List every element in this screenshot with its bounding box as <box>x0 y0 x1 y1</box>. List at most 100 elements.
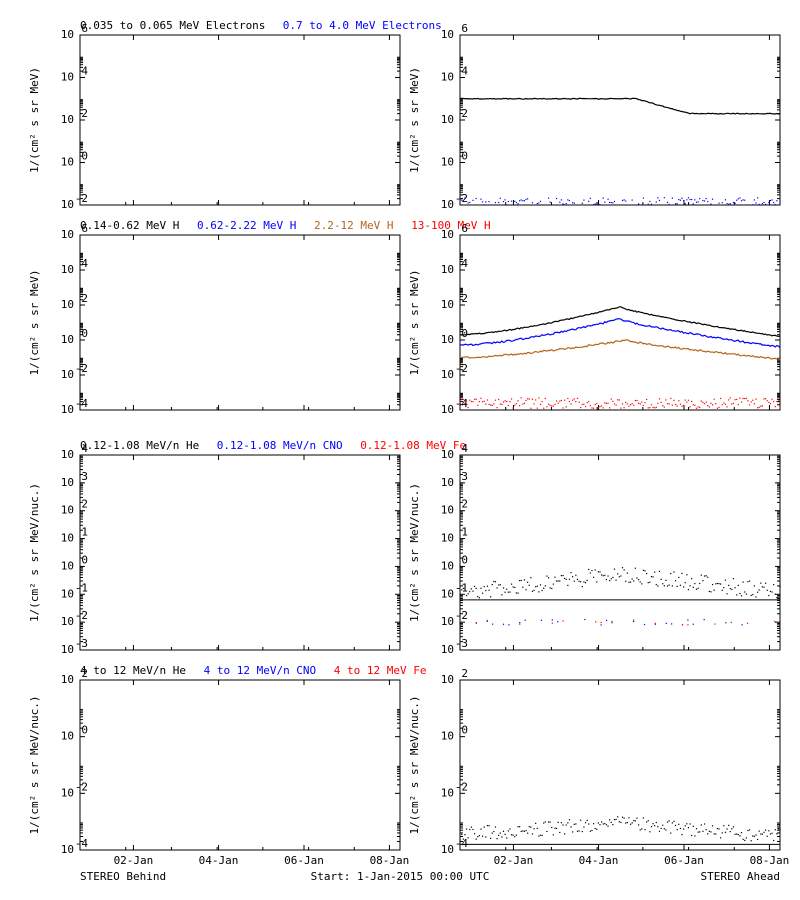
svg-text:10: 10 <box>441 448 454 461</box>
svg-text:10: 10 <box>441 298 454 311</box>
svg-text:10: 10 <box>61 403 74 416</box>
svg-text:-3: -3 <box>455 637 468 650</box>
svg-text:4: 4 <box>81 442 88 455</box>
svg-text:10: 10 <box>441 615 454 628</box>
svg-text:1/(cm² s sr MeV): 1/(cm² s sr MeV) <box>28 270 41 376</box>
svg-text:10: 10 <box>61 587 74 600</box>
svg-text:10: 10 <box>441 228 454 241</box>
svg-text:10: 10 <box>441 673 454 686</box>
svg-text:10: 10 <box>441 587 454 600</box>
svg-text:3: 3 <box>461 470 468 483</box>
svg-text:-2: -2 <box>455 362 468 375</box>
svg-text:4 to 12 MeV Fe: 4 to 12 MeV Fe <box>334 664 427 677</box>
svg-text:10: 10 <box>61 368 74 381</box>
svg-text:-4: -4 <box>75 397 89 410</box>
svg-text:4 to 12 MeV/n CNO: 4 to 12 MeV/n CNO <box>204 664 317 677</box>
svg-text:10: 10 <box>61 298 74 311</box>
svg-text:10: 10 <box>61 156 74 169</box>
svg-text:02-Jan: 02-Jan <box>114 854 154 867</box>
svg-text:10: 10 <box>441 504 454 517</box>
svg-text:1: 1 <box>81 526 88 539</box>
svg-text:08-Jan: 08-Jan <box>750 854 790 867</box>
svg-text:2.2-12 MeV H: 2.2-12 MeV H <box>314 219 393 232</box>
svg-text:2: 2 <box>81 292 88 305</box>
svg-text:10: 10 <box>441 559 454 572</box>
svg-text:0.62-2.22 MeV H: 0.62-2.22 MeV H <box>197 219 296 232</box>
svg-text:10: 10 <box>441 730 454 743</box>
svg-text:0.12-1.08 MeV/n CNO: 0.12-1.08 MeV/n CNO <box>217 439 343 452</box>
svg-text:4: 4 <box>81 257 88 270</box>
svg-text:-3: -3 <box>75 637 88 650</box>
svg-text:10: 10 <box>441 333 454 346</box>
svg-text:10: 10 <box>61 786 74 799</box>
chart-svg: 0.035 to 0.065 MeV Electrons 0.7 to 4.0 M… <box>0 0 800 900</box>
svg-text:6: 6 <box>81 22 88 35</box>
svg-text:10: 10 <box>441 368 454 381</box>
svg-text:0.14-0.62 MeV H: 0.14-0.62 MeV H <box>80 219 179 232</box>
svg-text:06-Jan: 06-Jan <box>284 854 324 867</box>
svg-text:06-Jan: 06-Jan <box>664 854 704 867</box>
svg-text:1/(cm² s sr MeV/nuc.): 1/(cm² s sr MeV/nuc.) <box>28 695 41 834</box>
svg-text:0: 0 <box>461 327 468 340</box>
svg-text:0: 0 <box>461 553 468 566</box>
svg-text:6: 6 <box>461 22 468 35</box>
svg-text:10: 10 <box>441 28 454 41</box>
svg-text:02-Jan: 02-Jan <box>494 854 534 867</box>
svg-text:1: 1 <box>461 526 468 539</box>
svg-text:10: 10 <box>441 263 454 276</box>
svg-text:6: 6 <box>81 222 88 235</box>
svg-text:-4: -4 <box>75 837 89 850</box>
svg-text:-2: -2 <box>75 780 88 793</box>
svg-text:10: 10 <box>61 730 74 743</box>
svg-text:2: 2 <box>461 667 468 680</box>
svg-text:0: 0 <box>81 724 88 737</box>
svg-text:08-Jan: 08-Jan <box>370 854 410 867</box>
svg-text:0.7 to 4.0 MeV Electrons: 0.7 to 4.0 MeV Electrons <box>283 19 442 32</box>
svg-text:04-Jan: 04-Jan <box>579 854 619 867</box>
svg-text:1/(cm² s sr MeV): 1/(cm² s sr MeV) <box>408 67 421 173</box>
svg-text:10: 10 <box>61 559 74 572</box>
svg-text:0.12-1.08 MeV/n He: 0.12-1.08 MeV/n He <box>80 439 199 452</box>
stereo-flux-panels: 0.035 to 0.065 MeV Electrons 0.7 to 4.0 M… <box>0 0 800 900</box>
svg-text:4: 4 <box>461 442 468 455</box>
svg-text:STEREO Ahead: STEREO Ahead <box>701 870 780 883</box>
svg-text:1/(cm² s sr MeV/nuc.): 1/(cm² s sr MeV/nuc.) <box>28 483 41 622</box>
svg-text:-1: -1 <box>75 581 88 594</box>
svg-text:2: 2 <box>81 498 88 511</box>
svg-text:04-Jan: 04-Jan <box>199 854 239 867</box>
svg-text:10: 10 <box>441 71 454 84</box>
svg-text:10: 10 <box>441 532 454 545</box>
svg-text:10: 10 <box>61 28 74 41</box>
svg-text:10: 10 <box>61 263 74 276</box>
svg-text:0: 0 <box>81 327 88 340</box>
svg-text:10: 10 <box>441 156 454 169</box>
svg-text:1/(cm² s sr MeV): 1/(cm² s sr MeV) <box>28 67 41 173</box>
svg-text:10: 10 <box>61 673 74 686</box>
svg-text:10: 10 <box>441 476 454 489</box>
svg-text:-2: -2 <box>455 780 468 793</box>
svg-text:10: 10 <box>61 198 74 211</box>
svg-text:10: 10 <box>61 476 74 489</box>
svg-text:10: 10 <box>61 504 74 517</box>
svg-text:10: 10 <box>441 198 454 211</box>
svg-text:-2: -2 <box>75 362 88 375</box>
svg-text:-2: -2 <box>75 609 88 622</box>
svg-text:2: 2 <box>81 667 88 680</box>
svg-text:6: 6 <box>461 222 468 235</box>
svg-text:3: 3 <box>81 470 88 483</box>
svg-text:-1: -1 <box>455 581 468 594</box>
svg-text:4: 4 <box>461 257 468 270</box>
svg-text:10: 10 <box>441 403 454 416</box>
svg-text:10: 10 <box>61 228 74 241</box>
svg-text:STEREO Behind: STEREO Behind <box>80 870 166 883</box>
svg-text:10: 10 <box>61 333 74 346</box>
svg-text:0.035 to 0.065 MeV Electrons: 0.035 to 0.065 MeV Electrons <box>80 19 265 32</box>
svg-text:0: 0 <box>81 553 88 566</box>
svg-text:10: 10 <box>441 786 454 799</box>
svg-text:10: 10 <box>61 448 74 461</box>
svg-text:10: 10 <box>61 615 74 628</box>
svg-text:1/(cm² s sr MeV/nuc.): 1/(cm² s sr MeV/nuc.) <box>408 695 421 834</box>
svg-text:-2: -2 <box>455 609 468 622</box>
svg-text:10: 10 <box>441 843 454 856</box>
svg-text:0: 0 <box>461 724 468 737</box>
